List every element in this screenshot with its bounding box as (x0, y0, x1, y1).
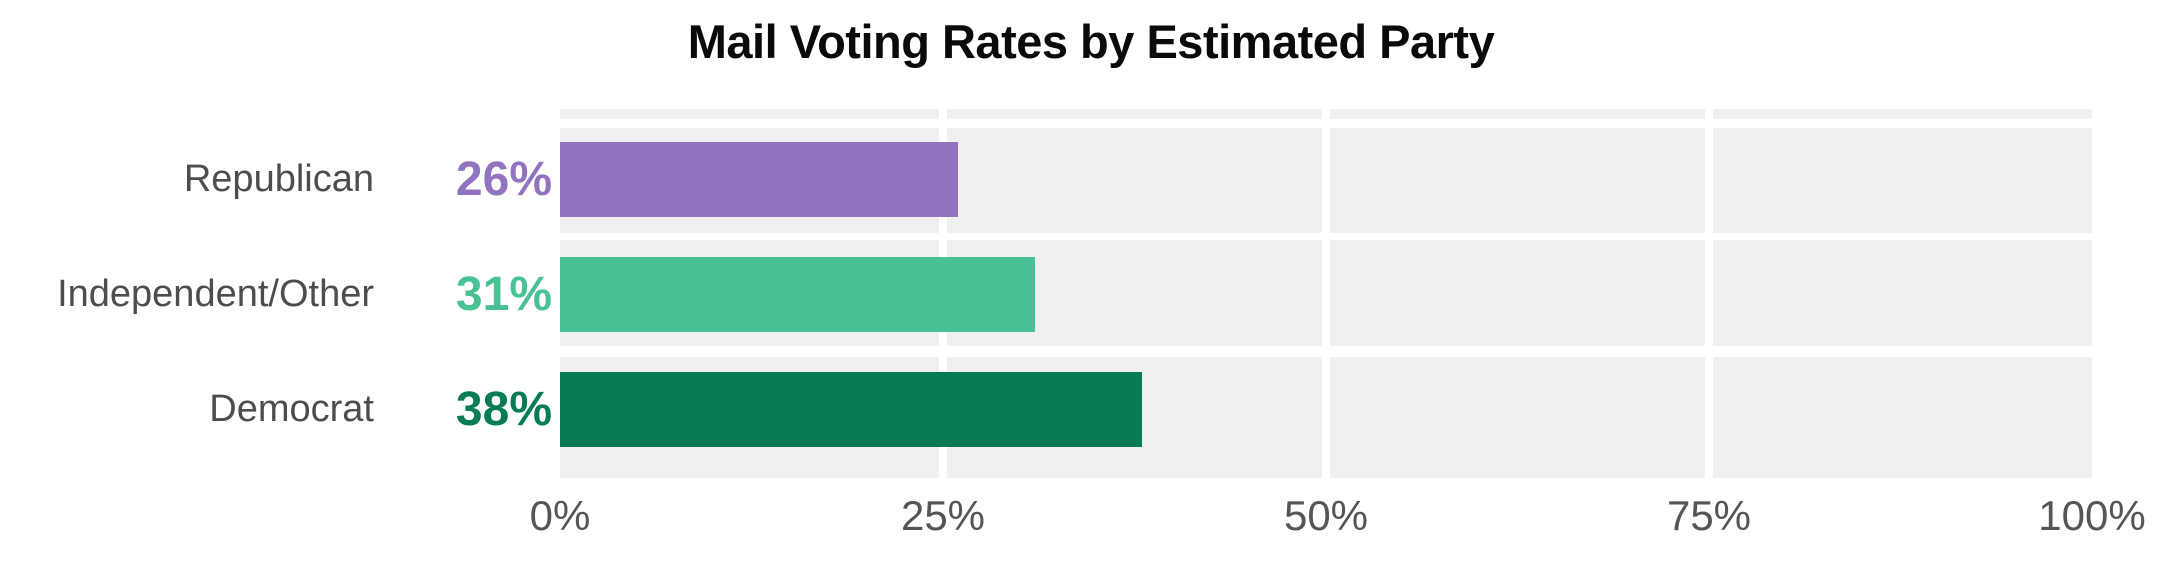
value-label: 26% (455, 153, 552, 206)
chart-title: Mail Voting Rates by Estimated Party (687, 15, 1495, 68)
category-label: Republican (183, 158, 374, 200)
x-tick-label: 100% (2038, 492, 2146, 539)
category-label: Independent/Other (57, 273, 374, 315)
x-tick-label: 50% (1283, 492, 1369, 539)
bar-independent-other (560, 257, 1035, 332)
x-tick-label: 75% (1666, 492, 1752, 539)
value-label: 31% (455, 268, 552, 321)
bar-republican (560, 142, 959, 217)
value-label: 38% (455, 383, 552, 436)
vertical-gridline (1705, 109, 1713, 478)
vertical-gridline (1322, 109, 1330, 478)
category-label: Democrat (209, 388, 374, 430)
x-tick-label: 25% (900, 492, 986, 539)
x-tick-label: 0% (529, 492, 591, 539)
bar-democrat (560, 372, 1143, 447)
